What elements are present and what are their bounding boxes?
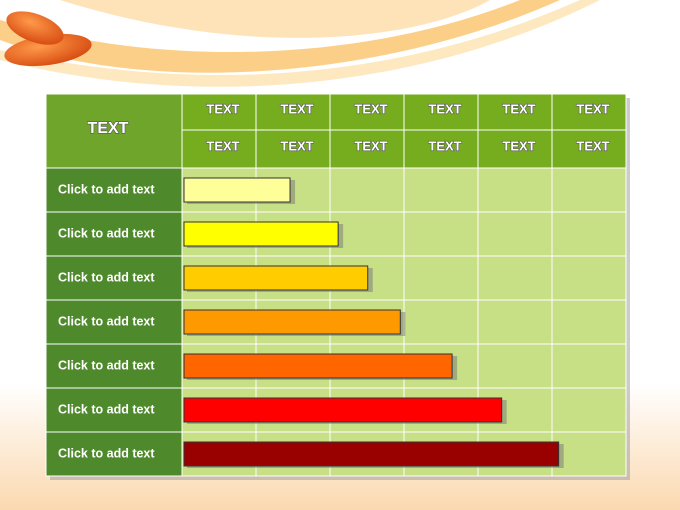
header-text: TEXT bbox=[206, 138, 239, 153]
header-text: TEXT bbox=[280, 101, 313, 116]
body-cell bbox=[551, 299, 627, 345]
row-label-cell bbox=[45, 343, 183, 389]
header-text: TEXT bbox=[502, 101, 535, 116]
swoosh bbox=[0, 0, 560, 73]
body-cell bbox=[329, 167, 405, 213]
body-cell bbox=[551, 255, 627, 301]
header-text: TEXT bbox=[206, 101, 239, 116]
bar bbox=[183, 353, 453, 379]
row-label: Click to add text bbox=[58, 358, 155, 372]
header-cell bbox=[551, 129, 627, 169]
swoosh bbox=[60, 0, 490, 38]
bar bbox=[183, 177, 291, 203]
header-text: TEXT bbox=[354, 138, 387, 153]
header-cell bbox=[403, 93, 479, 131]
header-cell bbox=[329, 93, 405, 131]
header-text: TEXT bbox=[502, 138, 535, 153]
body-cell bbox=[403, 211, 479, 257]
body-cell bbox=[403, 255, 479, 301]
table: TEXT TEXT TEXT TEXT TEXT TEXT TEXT TEXT TEXT TEXT… bbox=[45, 93, 627, 477]
title-cell bbox=[45, 93, 183, 169]
header-text: TEXT bbox=[354, 101, 387, 116]
table-title: TEXT bbox=[88, 120, 129, 137]
header-cell bbox=[181, 93, 257, 131]
body-cell bbox=[477, 343, 553, 389]
carrot bbox=[6, 11, 64, 45]
body-cell bbox=[403, 167, 479, 213]
body-cell bbox=[403, 299, 479, 345]
row-label: Click to add text bbox=[58, 270, 155, 284]
body-cell bbox=[551, 343, 627, 389]
body-cell bbox=[477, 167, 553, 213]
bar bbox=[183, 309, 401, 335]
row-label: Click to add text bbox=[58, 446, 155, 460]
header-text: TEXT bbox=[428, 138, 461, 153]
header-cell bbox=[551, 93, 627, 131]
header-cell bbox=[329, 129, 405, 169]
body-cell bbox=[477, 255, 553, 301]
header-text: TEXT bbox=[428, 101, 461, 116]
header-text: TEXT bbox=[576, 101, 609, 116]
header-text: TEXT bbox=[576, 138, 609, 153]
header-cell bbox=[255, 93, 331, 131]
row-label: Click to add text bbox=[58, 226, 155, 240]
row-label: Click to add text bbox=[58, 182, 155, 196]
body-cell bbox=[551, 387, 627, 433]
swoosh bbox=[0, 0, 600, 87]
carrot bbox=[4, 33, 92, 67]
row-label-cell bbox=[45, 167, 183, 213]
body-cell bbox=[477, 211, 553, 257]
row-label: Click to add text bbox=[58, 402, 155, 416]
body-cell bbox=[551, 431, 627, 477]
row-label-cell bbox=[45, 255, 183, 301]
header-text: TEXT bbox=[280, 138, 313, 153]
header-cell bbox=[477, 129, 553, 169]
bar bbox=[183, 397, 503, 423]
row-label-cell bbox=[45, 431, 183, 477]
bar bbox=[183, 221, 339, 247]
row-label: Click to add text bbox=[58, 314, 155, 328]
body-cell bbox=[477, 299, 553, 345]
body-cell bbox=[551, 211, 627, 257]
bar bbox=[183, 265, 369, 291]
body-cell bbox=[551, 167, 627, 213]
bar bbox=[183, 441, 560, 467]
